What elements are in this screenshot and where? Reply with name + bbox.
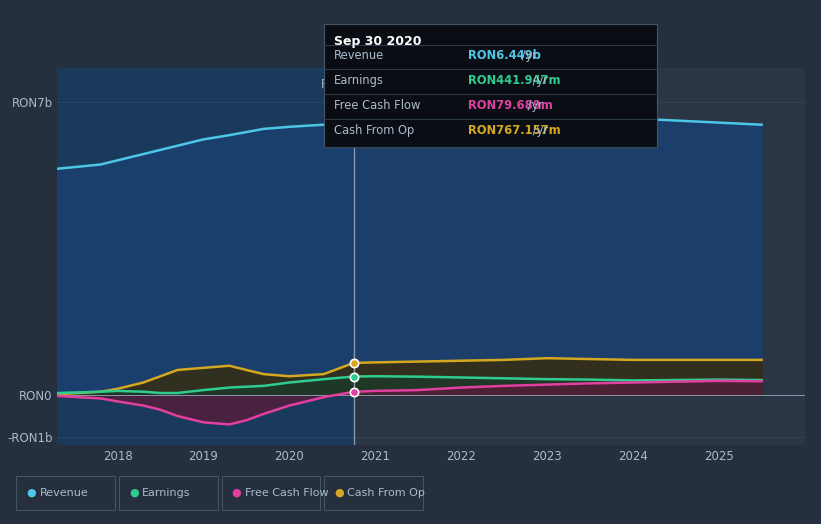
Text: RON6.449b: RON6.449b: [468, 49, 541, 62]
Text: RON767.157m: RON767.157m: [468, 124, 561, 137]
Text: Free Cash Flow: Free Cash Flow: [245, 487, 328, 498]
Text: ●: ●: [26, 487, 36, 498]
Text: Past: Past: [320, 78, 345, 91]
Text: /yr: /yr: [530, 124, 548, 137]
Text: Sep 30 2020: Sep 30 2020: [334, 35, 422, 48]
Bar: [354, 68, 805, 445]
Text: RON79.689m: RON79.689m: [468, 99, 553, 112]
Text: Analysts Forecasts: Analysts Forecasts: [362, 78, 472, 91]
Text: /yr: /yr: [530, 74, 548, 87]
Text: ●: ●: [129, 487, 139, 498]
Text: Free Cash Flow: Free Cash Flow: [334, 99, 420, 112]
Text: ●: ●: [232, 487, 241, 498]
Text: Earnings: Earnings: [334, 74, 384, 87]
Text: Cash From Op: Cash From Op: [347, 487, 425, 498]
Text: /yr: /yr: [524, 99, 543, 112]
Text: /yr: /yr: [518, 49, 537, 62]
Text: Revenue: Revenue: [334, 49, 384, 62]
Bar: [57, 68, 354, 445]
Text: Earnings: Earnings: [142, 487, 190, 498]
Text: Cash From Op: Cash From Op: [334, 124, 415, 137]
Text: Revenue: Revenue: [39, 487, 88, 498]
Text: ●: ●: [334, 487, 344, 498]
Text: RON441.947m: RON441.947m: [468, 74, 561, 87]
